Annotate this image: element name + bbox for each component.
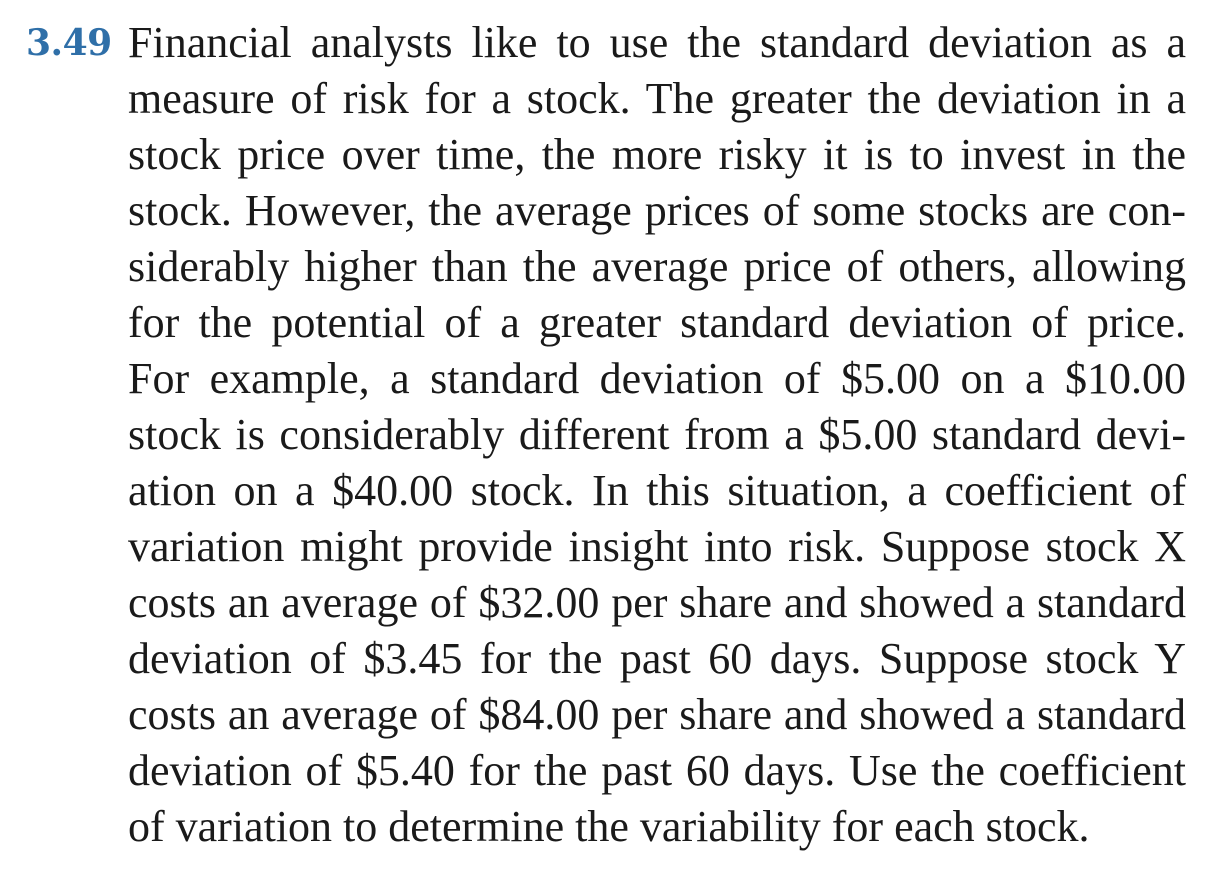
exercise-number: 3.49	[26, 22, 112, 64]
exercise-text-line: stock. However, the average prices of so…	[128, 186, 1186, 235]
exercise-text: Financial analysts like to use the stand…	[128, 15, 1186, 855]
exercise-text-line: for the potential of a greater standard …	[128, 298, 1186, 347]
exercise-text-line: deviation of $3.45 for the past 60 days.…	[128, 634, 1186, 683]
exercise-text-line: siderably higher than the average price …	[128, 242, 1186, 291]
exercise-text-line: measure of risk for a stock. The greater…	[128, 74, 1186, 123]
exercise-text-line: of variation to determine the variabilit…	[128, 802, 1090, 851]
exercise-text-line: costs an average of $84.00 per share and…	[128, 690, 1186, 739]
exercise-text-line: stock is considerably different from a $…	[128, 410, 1186, 459]
exercise-text-line: costs an average of $32.00 per share and…	[128, 578, 1186, 627]
exercise-text-line: deviation of $5.40 for the past 60 days.…	[128, 746, 1186, 795]
exercise-text-line: stock price over time, the more risky it…	[128, 130, 1186, 179]
exercise-text-line: For example, a standard deviation of $5.…	[128, 354, 1186, 403]
exercise-text-line: variation might provide insight into ris…	[128, 522, 1186, 571]
exercise-text-line: ation on a $40.00 stock. In this situati…	[128, 466, 1186, 515]
exercise-text-line: Financial analysts like to use the stand…	[128, 18, 1186, 67]
